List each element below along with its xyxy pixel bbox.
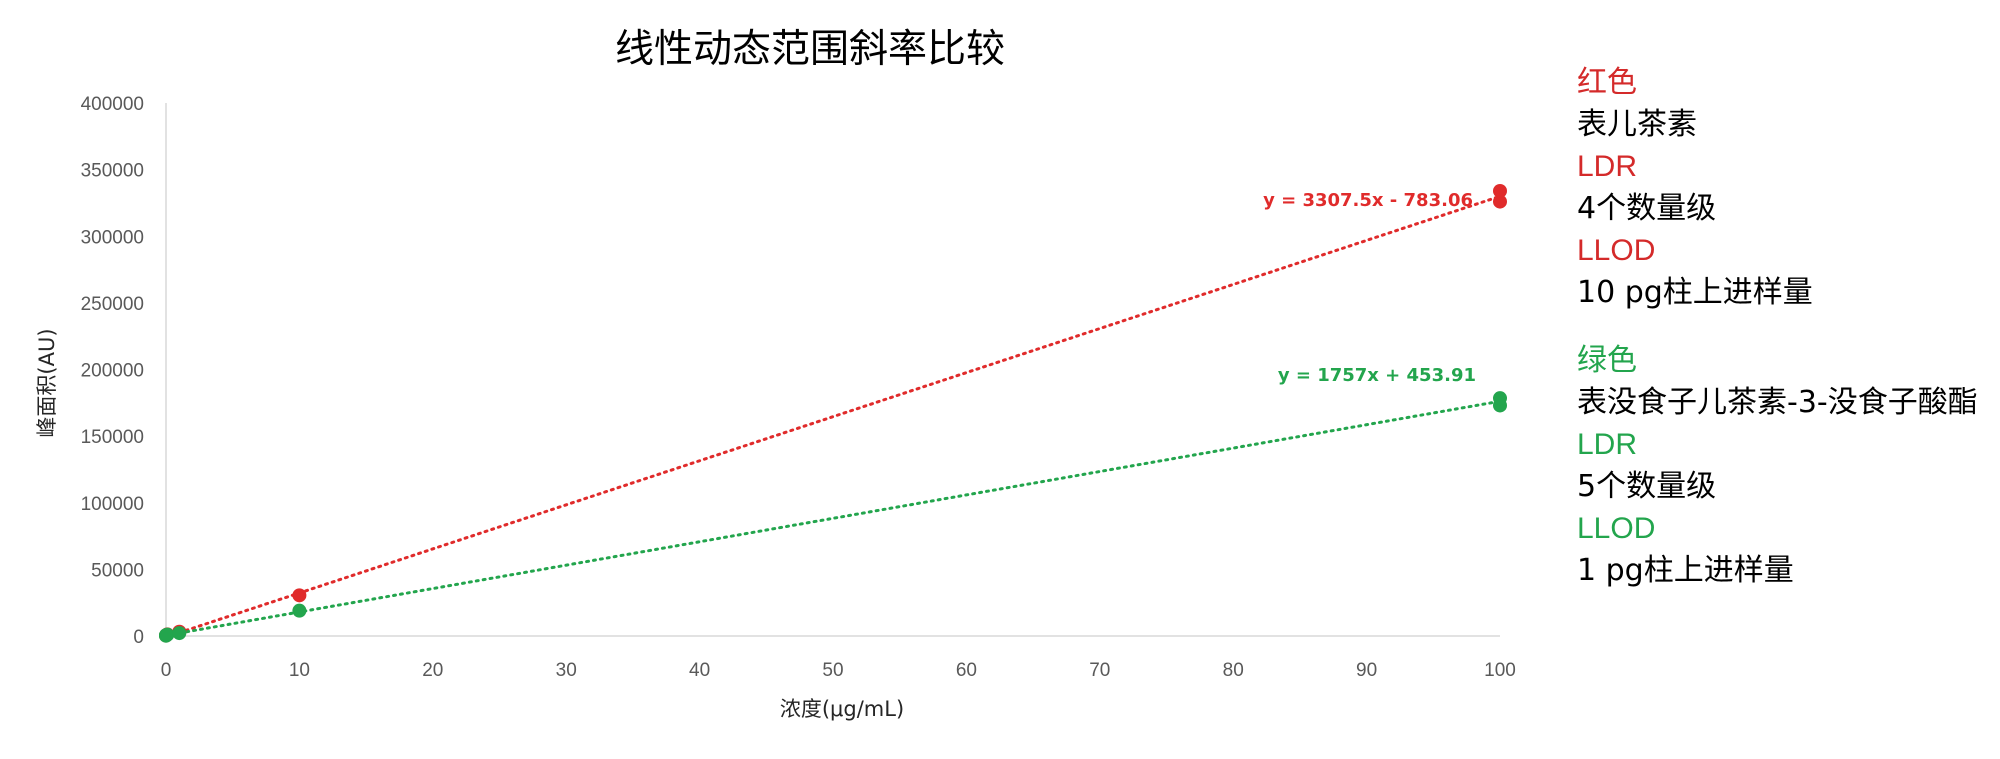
x-tick-label: 0 [161,660,172,681]
x-tick-label: 100 [1484,660,1516,681]
legend-green-ldr-label: LDR [1577,428,1638,461]
axes: 0 10 20 30 40 50 60 70 80 90 100 0 50000 100000 150000… [81,94,1516,681]
data-point-series-0 [1493,194,1507,209]
data-point-series-0 [292,588,307,603]
y-tick-label: 250000 [81,294,144,315]
y-axis-label: 峰面积(AU) [35,328,59,437]
trendline-equations: y = 3307.5x - 783.06 y = 1757x + 453.91 [1263,190,1476,386]
legend-red-color-word: 红色 [1577,65,1637,100]
data-point-series-1 [292,603,307,618]
legend-panel: 红色 表儿茶素 LDR 4个数量级 LLOD 10 pg柱上进样量 绿色 表没食… [1577,62,2000,592]
y-tick-label: 150000 [81,427,144,448]
y-tick-label: 200000 [81,361,144,382]
y-tick-label: 350000 [81,161,144,182]
legend-red-ldr-label: LDR [1577,150,1638,183]
x-axis-label: 浓度(μg/mL) [780,697,904,721]
legend-green-compound: 表没食子儿茶素-3-没食子酸酯 [1577,385,1978,420]
x-tick-label: 60 [956,660,977,681]
x-tick-label: 90 [1356,660,1377,681]
x-tick-label: 80 [1223,660,1244,681]
legend-green-llod-value: 1 pg柱上进样量 [1577,553,1794,588]
legend-green-llod-label: LLOD [1577,512,1656,545]
y-tick-label: 0 [133,627,144,648]
legend-red-ldr-value: 4个数量级 [1577,191,1717,226]
chart-canvas: 线性动态范围斜率比较 0 10 20 30 40 50 60 70 80 90 100 0 50000 1… [35,27,1516,721]
legend-gap [1577,314,2000,340]
y-tick-label: 50000 [91,560,144,581]
x-tick-label: 70 [1089,660,1110,681]
x-tick-label: 40 [689,660,710,681]
x-tick-label: 10 [289,660,310,681]
equation-label-series-0: y = 3307.5x - 783.06 [1263,190,1473,211]
equation-label-series-1: y = 1757x + 453.91 [1278,365,1476,386]
data-point-series-0 [1493,183,1507,198]
legend-red-llod-value: 10 pg柱上进样量 [1577,275,1813,310]
legend-red-compound: 表儿茶素 [1577,107,1697,142]
data-points [159,183,1507,643]
y-tick-label: 300000 [81,227,144,248]
legend-green-color-word: 绿色 [1577,343,1637,378]
legend-red-llod-label: LLOD [1577,234,1656,267]
chart-title: 线性动态范围斜率比较 [615,27,1005,72]
x-tick-label: 20 [422,660,443,681]
data-point-series-1 [1493,391,1507,406]
y-tick-label: 400000 [81,94,144,115]
data-point-series-1 [160,627,175,642]
trendlines [164,194,1502,639]
trendline-series-0 [164,194,1502,639]
data-point-series-1 [172,626,187,641]
trendline-series-1 [164,399,1502,637]
x-tick-label: 50 [822,660,843,681]
y-tick-label: 100000 [81,494,144,515]
legend-green-ldr-value: 5个数量级 [1577,469,1717,504]
x-tick-label: 30 [556,660,577,681]
